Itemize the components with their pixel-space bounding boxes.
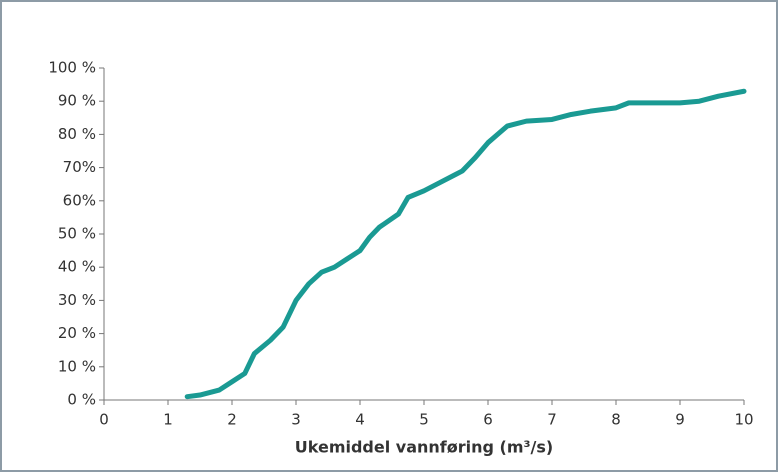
x-tick-label: 1 — [163, 411, 173, 429]
y-tick-label: 90 % — [58, 92, 96, 110]
y-tick-label: 50 % — [58, 225, 96, 243]
x-tick-label: 10 — [734, 411, 753, 429]
x-tick-label: 5 — [419, 411, 429, 429]
y-tick-label: 60% — [63, 191, 96, 209]
x-tick-label: 6 — [483, 411, 493, 429]
x-tick-label: 4 — [355, 411, 365, 429]
x-tick-label: 0 — [99, 411, 109, 429]
y-tick-label: 100 % — [48, 59, 96, 77]
y-tick-label: 80 % — [58, 125, 96, 143]
y-tick-label: 10 % — [58, 357, 96, 375]
x-axis-label: Ukemiddel vannføring (m³/s) — [295, 438, 553, 457]
data-line — [184, 88, 747, 400]
x-tick-label: 9 — [675, 411, 685, 429]
x-tick-label: 2 — [227, 411, 237, 429]
x-tick-label: 8 — [611, 411, 621, 429]
x-tick-label: 7 — [547, 411, 557, 429]
y-tick-label: 0 % — [67, 391, 96, 409]
y-tick-label: 30 % — [58, 291, 96, 309]
y-tick-label: 70% — [63, 158, 96, 176]
y-tick-label: 20 % — [58, 324, 96, 342]
y-tick-label: 40 % — [58, 258, 96, 276]
x-tick-label: 3 — [291, 411, 301, 429]
